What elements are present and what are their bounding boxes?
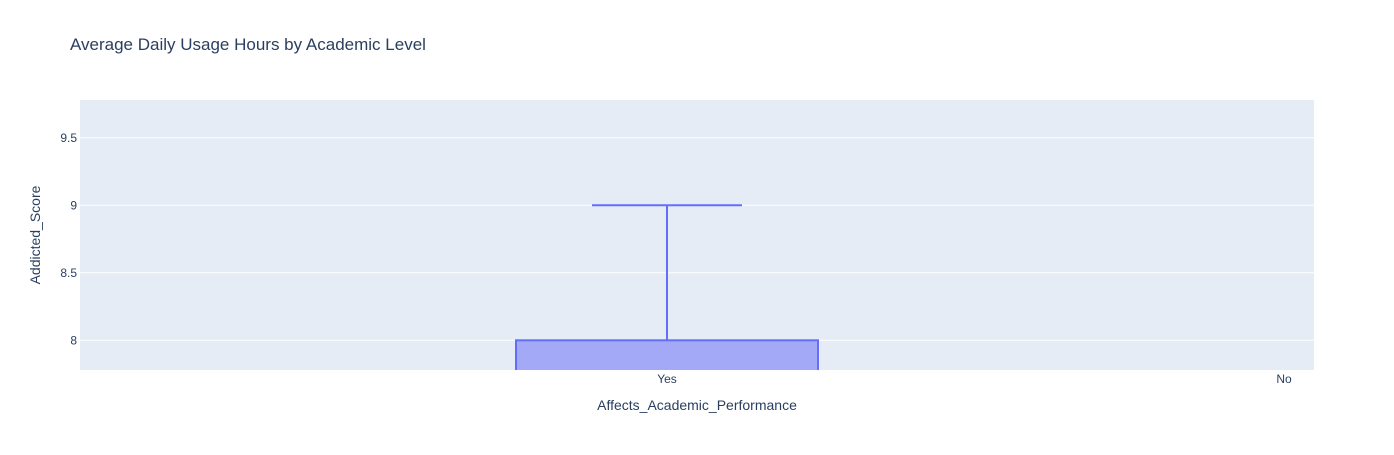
plot-area xyxy=(80,100,1314,370)
y-tick-label: 9.5 xyxy=(60,131,77,145)
x-tick-label: Yes xyxy=(657,372,677,386)
x-axis-title: Affects_Academic_Performance xyxy=(597,397,797,413)
y-tick-label: 8 xyxy=(70,333,77,347)
y-tick-labels: 8 8.5 9 9.5 xyxy=(60,131,77,347)
y-axis-title: Addicted_Score xyxy=(27,185,43,284)
x-tick-label: No xyxy=(1276,372,1292,386)
box-traces xyxy=(515,204,819,370)
chart-title: Average Daily Usage Hours by Academic Le… xyxy=(70,35,426,54)
box-trace-yes xyxy=(515,204,819,370)
x-tick-labels: Yes No xyxy=(657,372,1292,386)
box-body xyxy=(515,339,819,370)
y-tick-label: 8.5 xyxy=(60,266,77,280)
y-tick-label: 9 xyxy=(70,198,77,212)
